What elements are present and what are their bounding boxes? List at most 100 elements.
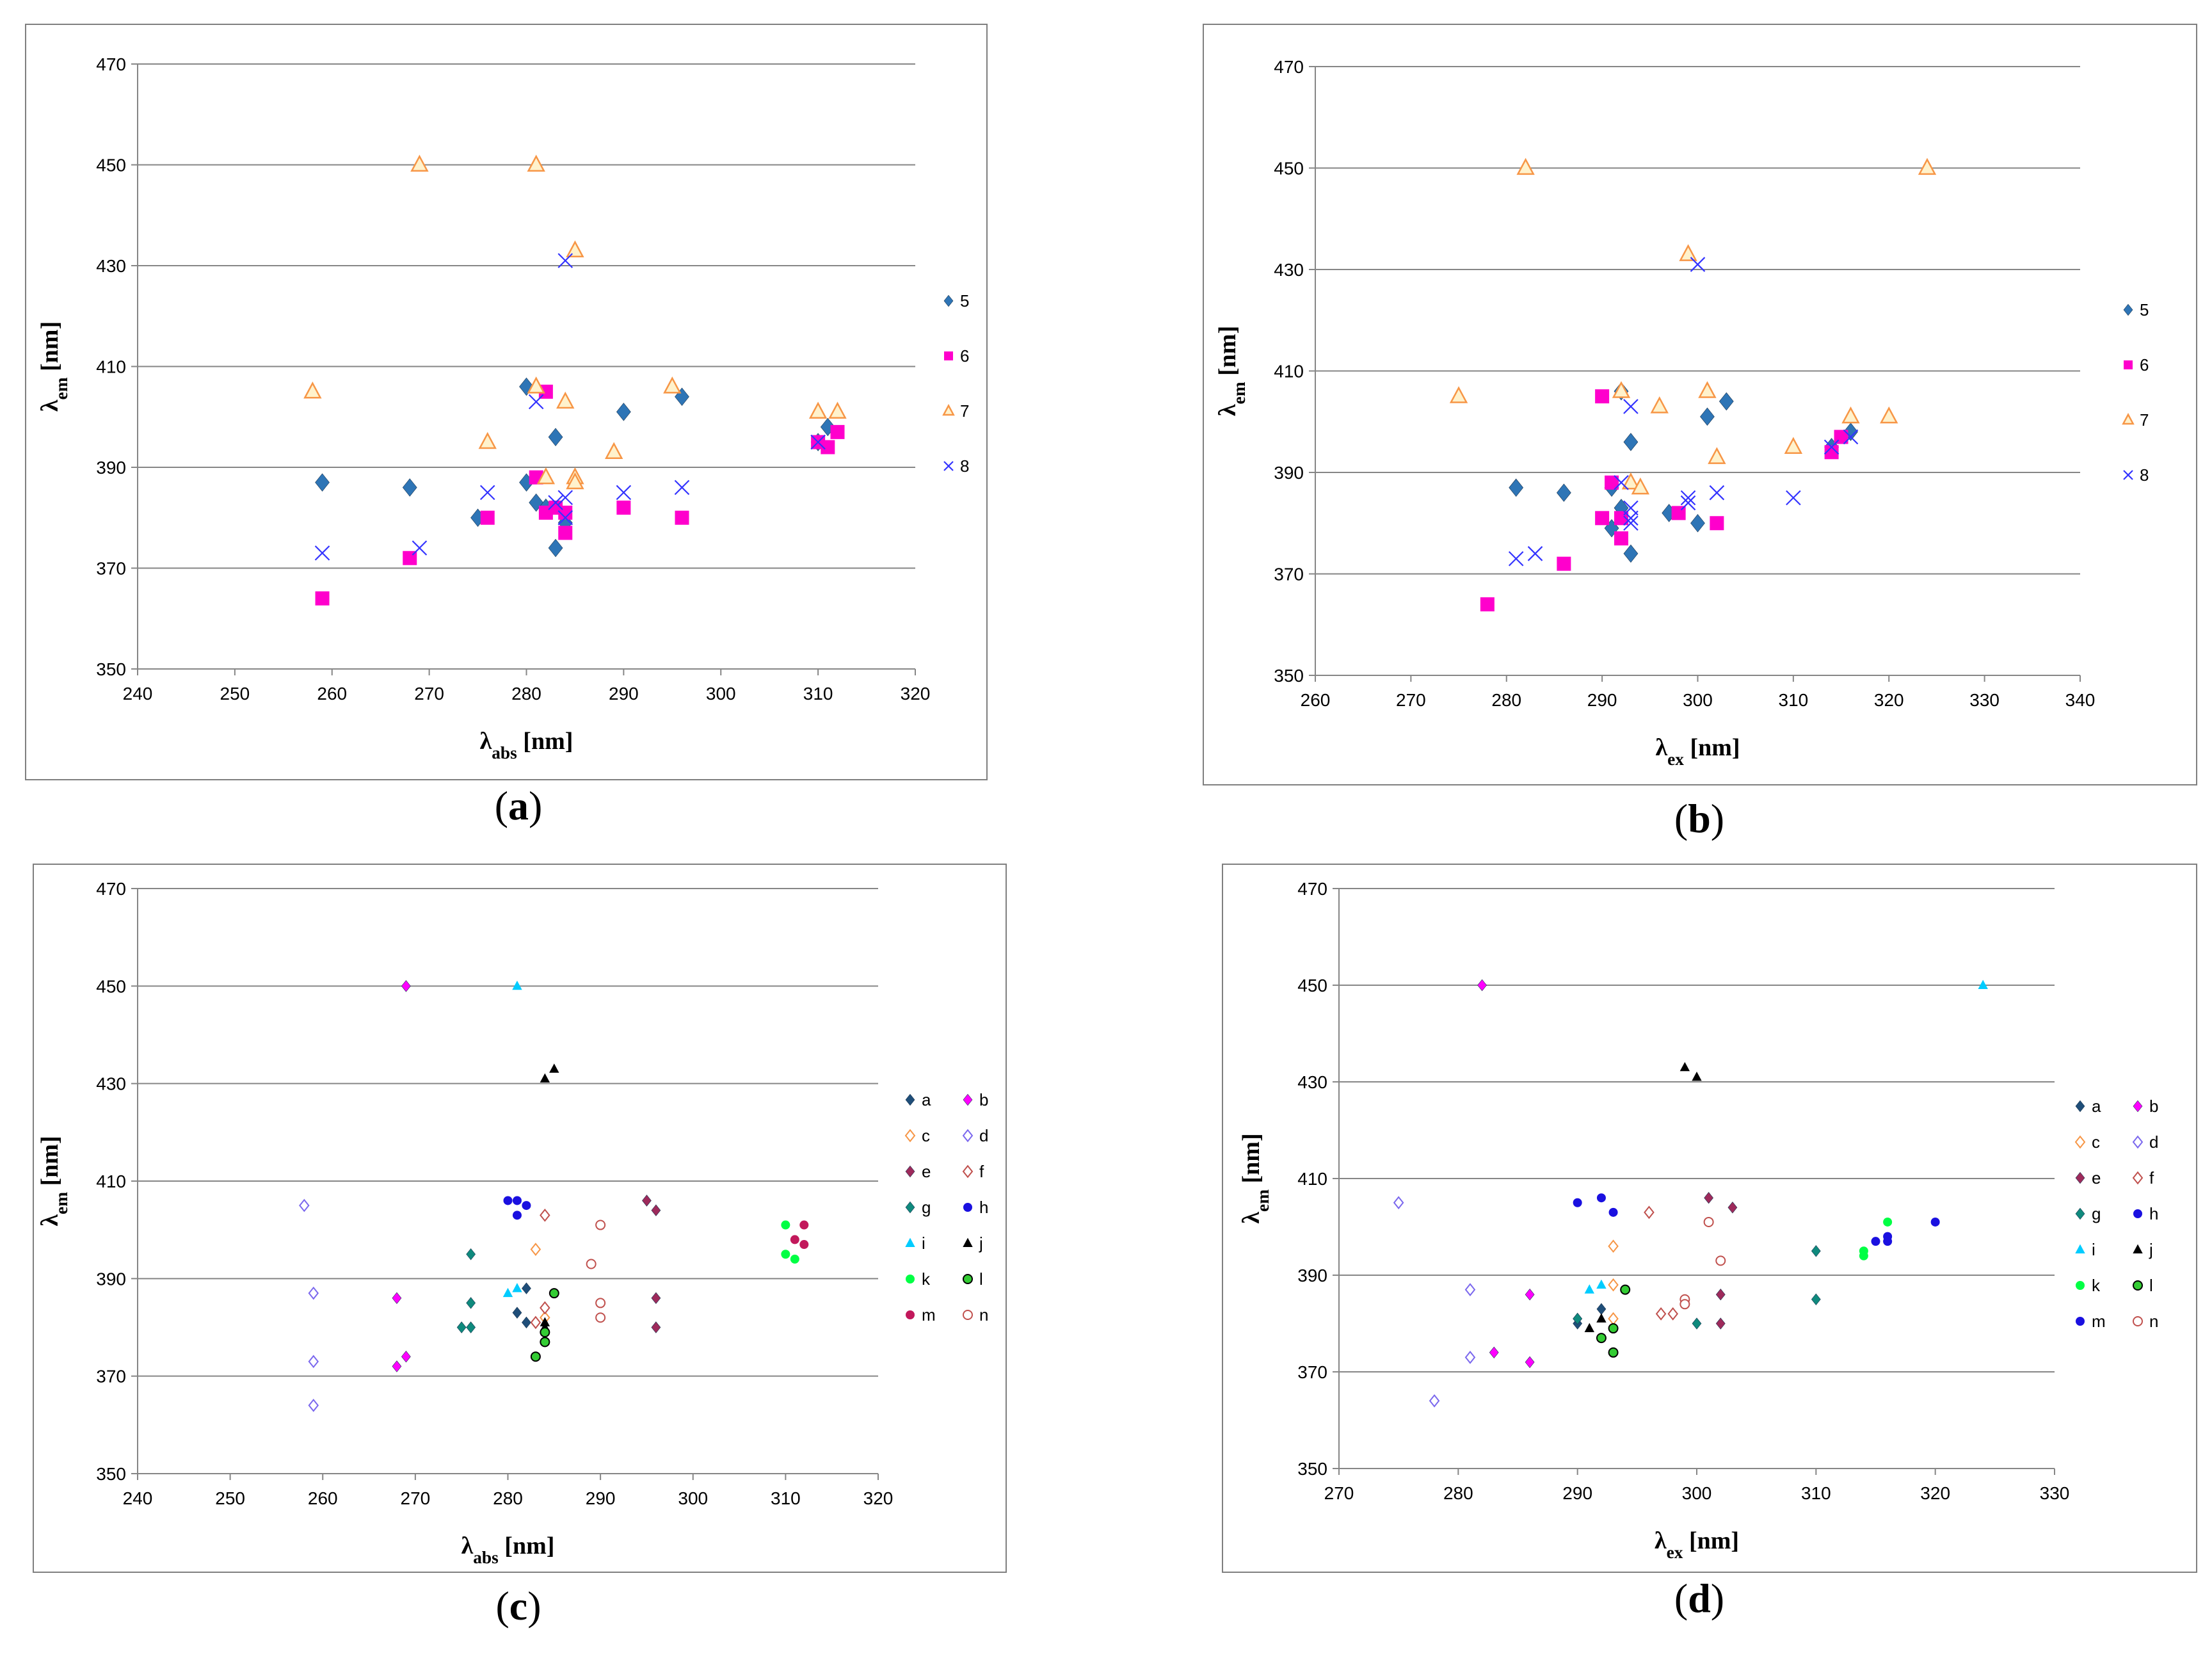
legend-label-5: 5 <box>960 291 969 310</box>
data-point-8 <box>1709 485 1725 501</box>
y-tick-label: 470 <box>1274 57 1304 77</box>
data-point-7 <box>566 472 584 490</box>
data-point-d <box>299 1198 310 1212</box>
legend-marker-e <box>905 1165 915 1178</box>
data-point-8 <box>557 510 573 526</box>
data-point-8 <box>616 485 632 501</box>
legend-marker-m <box>2076 1317 2085 1326</box>
x-tick-label: 270 <box>401 1488 431 1508</box>
legend-marker-k <box>906 1275 915 1284</box>
legend-marker-i <box>905 1237 915 1247</box>
x-tick-label: 290 <box>1587 690 1617 710</box>
y-tick-label: 470 <box>1297 879 1327 899</box>
data-point-7 <box>566 240 584 257</box>
data-point-7 <box>1784 437 1803 454</box>
data-point-6 <box>675 510 689 525</box>
legend-marker-c <box>904 1129 916 1143</box>
legend-label-b: b <box>2149 1097 2158 1116</box>
legend-marker-b <box>2133 1100 2143 1113</box>
data-point-8 <box>548 495 563 510</box>
data-point-h <box>522 1201 531 1211</box>
legend-marker-g <box>905 1201 915 1214</box>
data-point-6 <box>1605 475 1619 490</box>
data-point-e <box>1704 1191 1714 1204</box>
data-point-6 <box>1480 597 1495 612</box>
data-point-5 <box>548 428 563 446</box>
data-point-5 <box>1623 544 1639 563</box>
data-point-8 <box>1786 490 1801 506</box>
data-point-m <box>799 1220 809 1230</box>
x-tick-label: 300 <box>706 684 736 704</box>
legend-marker-d <box>962 1129 974 1143</box>
data-point-c <box>1608 1278 1619 1292</box>
legend-label-n: n <box>979 1305 988 1324</box>
y-tick-label: 390 <box>96 458 126 478</box>
y-tick-label: 410 <box>96 1171 126 1191</box>
y-tick-label: 390 <box>1274 463 1304 483</box>
y-tick-label: 430 <box>1274 260 1304 280</box>
data-point-n <box>1715 1255 1726 1266</box>
data-point-g <box>1692 1317 1702 1330</box>
data-point-6 <box>1595 389 1610 404</box>
data-point-8 <box>1690 257 1706 272</box>
data-point-8 <box>1680 490 1696 506</box>
data-point-b <box>401 980 411 992</box>
data-point-8 <box>1823 439 1839 455</box>
legend-label-m: m <box>922 1305 936 1324</box>
legend-marker-h <box>963 1203 972 1212</box>
data-point-i <box>512 1283 522 1292</box>
legend-marker-6 <box>2124 360 2133 369</box>
data-point-l <box>1608 1347 1619 1358</box>
legend-marker-g <box>2075 1207 2085 1220</box>
data-point-f <box>1667 1307 1679 1321</box>
legend-label-f: f <box>979 1162 984 1181</box>
x-axis-title: λabs [nm] <box>461 1533 555 1567</box>
data-point-a <box>522 1282 531 1294</box>
legend-label-n: n <box>2149 1312 2158 1331</box>
legend-label-d: d <box>2149 1132 2158 1152</box>
data-point-e <box>1715 1317 1726 1330</box>
legend-marker-c <box>2074 1135 2086 1149</box>
data-point-6 <box>558 526 573 540</box>
data-point-l <box>1620 1284 1631 1295</box>
legend-marker-5 <box>943 294 954 307</box>
legend-marker-n <box>963 1310 973 1320</box>
legend-label-8: 8 <box>2140 465 2149 485</box>
x-tick-label: 320 <box>1874 690 1904 710</box>
data-point-6 <box>1710 516 1724 531</box>
data-point-b <box>392 1360 402 1372</box>
data-point-j <box>1692 1072 1702 1081</box>
legend-label-e: e <box>2092 1168 2101 1187</box>
legend-marker-j <box>2133 1244 2143 1253</box>
legend-marker-k <box>2076 1281 2085 1290</box>
data-point-5 <box>1623 433 1639 451</box>
legend-label-g: g <box>922 1198 931 1217</box>
y-tick-label: 350 <box>1274 666 1304 686</box>
data-point-7 <box>1880 406 1898 424</box>
panel-label: (b) <box>1674 796 1724 841</box>
chart-panel-c: 350 370 390 410 430 450 470 240 250 260 270 280 290 3… <box>33 864 1007 1629</box>
data-point-7 <box>1650 396 1669 414</box>
data-point-7 <box>1918 157 1937 175</box>
x-tick-label: 270 <box>1324 1483 1354 1503</box>
data-point-8 <box>674 479 690 495</box>
x-tick-label: 280 <box>511 684 541 704</box>
legend-label-c: c <box>2092 1132 2100 1152</box>
legend-label-l: l <box>2149 1276 2153 1295</box>
data-point-7 <box>1516 157 1535 175</box>
data-point-8 <box>1623 399 1639 414</box>
data-point-5 <box>1719 392 1734 411</box>
data-point-h <box>1596 1193 1606 1203</box>
legend-label-8: 8 <box>960 456 969 476</box>
data-point-l <box>1608 1323 1619 1334</box>
data-point-a <box>512 1307 522 1319</box>
data-point-8 <box>314 545 330 561</box>
x-tick-label: 240 <box>123 1488 153 1508</box>
legend-marker-j <box>963 1237 973 1247</box>
data-point-n <box>1679 1299 1690 1310</box>
data-point-7 <box>1631 477 1650 495</box>
data-point-n <box>595 1219 606 1230</box>
legend-marker-d <box>2132 1135 2144 1149</box>
data-point-d <box>1429 1394 1440 1408</box>
data-point-h <box>512 1211 522 1220</box>
